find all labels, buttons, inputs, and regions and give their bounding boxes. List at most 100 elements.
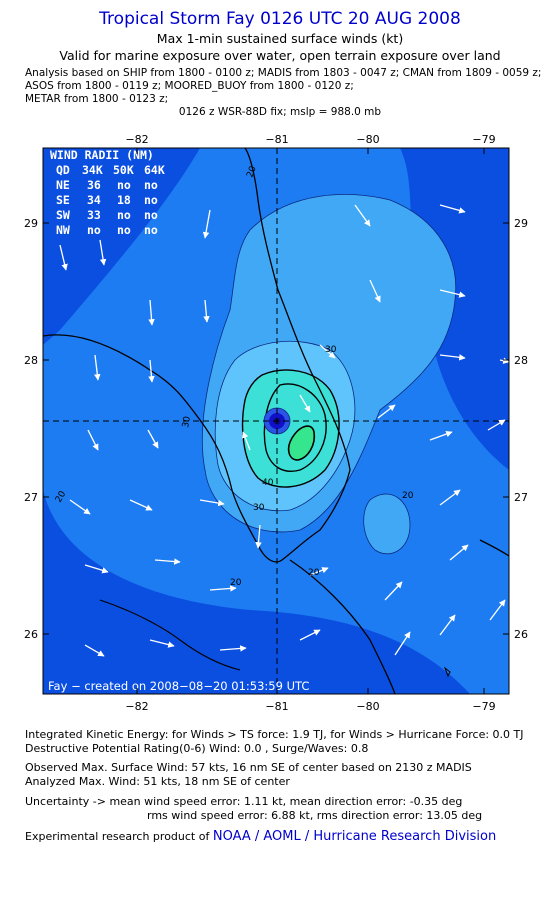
lon-tick-top: −80 [356, 133, 379, 146]
radii-cell: 33 [87, 208, 101, 222]
wind-vector [154, 558, 181, 565]
island [443, 666, 451, 678]
wind-vector [309, 567, 329, 576]
radii-cell: SE [56, 193, 70, 207]
lon-tick-top: −81 [265, 133, 288, 146]
wind-vector [242, 431, 251, 451]
wind-vector [84, 644, 105, 657]
wind-vector [299, 629, 321, 641]
analyzed-max-wind-line: Analyzed Max. Wind: 51 kts, 18 nm SE of … [25, 775, 290, 788]
credit-line: Experimental research product of NOAA / … [25, 829, 496, 844]
band-30-40-se-cell [363, 493, 411, 555]
wind-vectors [59, 204, 509, 657]
wind-vector [487, 419, 506, 431]
credit-prefix: Experimental research product of [25, 830, 213, 843]
wind-vector [354, 204, 371, 227]
radii-cell: no [87, 223, 101, 237]
fix-line: 0126 z WSR-88D fix; mslp = 988.0 mb [178, 106, 382, 118]
lon-tick-top: −82 [125, 133, 148, 146]
coastline-south [289, 559, 396, 694]
radii-cell: 34 [87, 193, 101, 207]
wind-vector [147, 429, 159, 449]
radii-cell: no [117, 178, 131, 192]
wind-vector [255, 524, 262, 549]
radii-cell: no [144, 193, 158, 207]
wind-vector [59, 244, 68, 271]
wind-vector [219, 645, 247, 652]
lat-tick-right: 27 [514, 491, 528, 504]
map-subtitle-exposure: Valid for marine exposure over water, op… [59, 48, 501, 63]
wind-vector [394, 631, 411, 656]
core-contour-inner [263, 383, 327, 472]
lat-tick-left: 28 [24, 354, 38, 367]
wind-radii-title: WIND RADII (NM) [50, 148, 154, 162]
contour-label: 20 [245, 165, 258, 179]
radii-cell: no [144, 178, 158, 192]
wind-vector [299, 394, 311, 413]
created-stamp: Fay − created on 2008−08−20 01:53:59 UTC [48, 679, 309, 693]
wind-vector [87, 429, 99, 451]
wind-contours: WIND RADII (NM) QD 34K 50K 64K NE 36 no … [43, 148, 509, 694]
lat-tick-right: 26 [514, 628, 528, 641]
wind-vector [209, 585, 237, 592]
wind-vector [449, 544, 469, 561]
wind-vector [148, 359, 155, 383]
band-below-20-south [43, 490, 470, 694]
lon-tick-top: −79 [472, 133, 495, 146]
wind-vector [384, 581, 403, 601]
plot-frame [42, 147, 510, 695]
credit-organization-link[interactable]: NOAA / AOML / Hurricane Research Divisio… [212, 829, 497, 844]
radii-cell: no [117, 208, 131, 222]
wind-vector [439, 614, 456, 636]
uncertainty-line-1: Uncertainty -> mean wind speed error: 1.… [25, 795, 463, 808]
axis-labels: −82 −81 −80 −79 −82 −81 −80 −79 29 28 27… [24, 133, 528, 713]
wind-vector [203, 299, 210, 323]
wind-vector [319, 344, 336, 359]
contour-label: 40 [262, 478, 274, 488]
band-below-20-nw [43, 148, 200, 345]
ike-line: Integrated Kinetic Energy: for Winds > T… [25, 728, 524, 741]
wind-vector [439, 354, 466, 361]
contour-label: 20 [230, 578, 242, 588]
wind-vector [202, 209, 211, 239]
contour-label: 20 [308, 568, 320, 578]
lat-tick-left: 29 [24, 217, 38, 230]
source-line-1: Analysis based on SHIP from 1800 - 0100 … [25, 67, 542, 79]
contour-label: 30 [181, 415, 193, 428]
lat-tick-right: 29 [514, 217, 528, 230]
radii-header-64k: 64K [144, 163, 165, 177]
radii-cell: NW [56, 223, 70, 237]
radii-header-50k: 50K [113, 163, 134, 177]
lon-tick-bottom: −79 [472, 700, 495, 713]
wind-vector [129, 499, 153, 511]
wind-vector [199, 499, 225, 507]
wind-field-map: WIND RADII (NM) QD 34K 50K 64K NE 36 no … [24, 133, 528, 713]
wind-vector [149, 639, 175, 648]
gulf-coast-south [99, 599, 241, 671]
uncertainty-line-2: rms wind speed error: 6.88 kt, rms direc… [147, 809, 483, 822]
contour-labels: 20 30 30 20 20 20 30 20 40 [54, 165, 414, 588]
observed-max-wind-line: Observed Max. Surface Wind: 57 kts, 16 n… [25, 761, 472, 774]
wind-radii-table: WIND RADII (NM) QD 34K 50K 64K NE 36 no … [50, 148, 165, 237]
wind-vector [439, 489, 461, 506]
map-subtitle: Max 1-min sustained surface winds (kt) [156, 31, 404, 46]
radii-header-qd: QD [56, 163, 70, 177]
wind-vector [439, 289, 466, 298]
wind-vector [84, 564, 109, 574]
wind-vector [377, 404, 396, 419]
max-wind-core [287, 425, 316, 461]
radii-cell: SW [56, 208, 70, 222]
contour-label: 30 [325, 345, 337, 355]
wind-vector [439, 204, 466, 214]
radii-cell: no [144, 208, 158, 222]
wind-vector [94, 354, 101, 381]
core-contour [241, 369, 340, 488]
lon-tick-bottom: −80 [356, 700, 379, 713]
lat-tick-left: 26 [24, 628, 38, 641]
wind-vector [99, 239, 107, 266]
wind-vector [499, 357, 509, 364]
frame-ticks [43, 148, 509, 694]
map-title: Tropical Storm Fay 0126 UTC 20 AUG 2008 [99, 9, 461, 29]
destructive-potential-line: Destructive Potential Rating(0-6) Wind: … [25, 742, 369, 755]
contour-label: 20 [402, 491, 414, 501]
